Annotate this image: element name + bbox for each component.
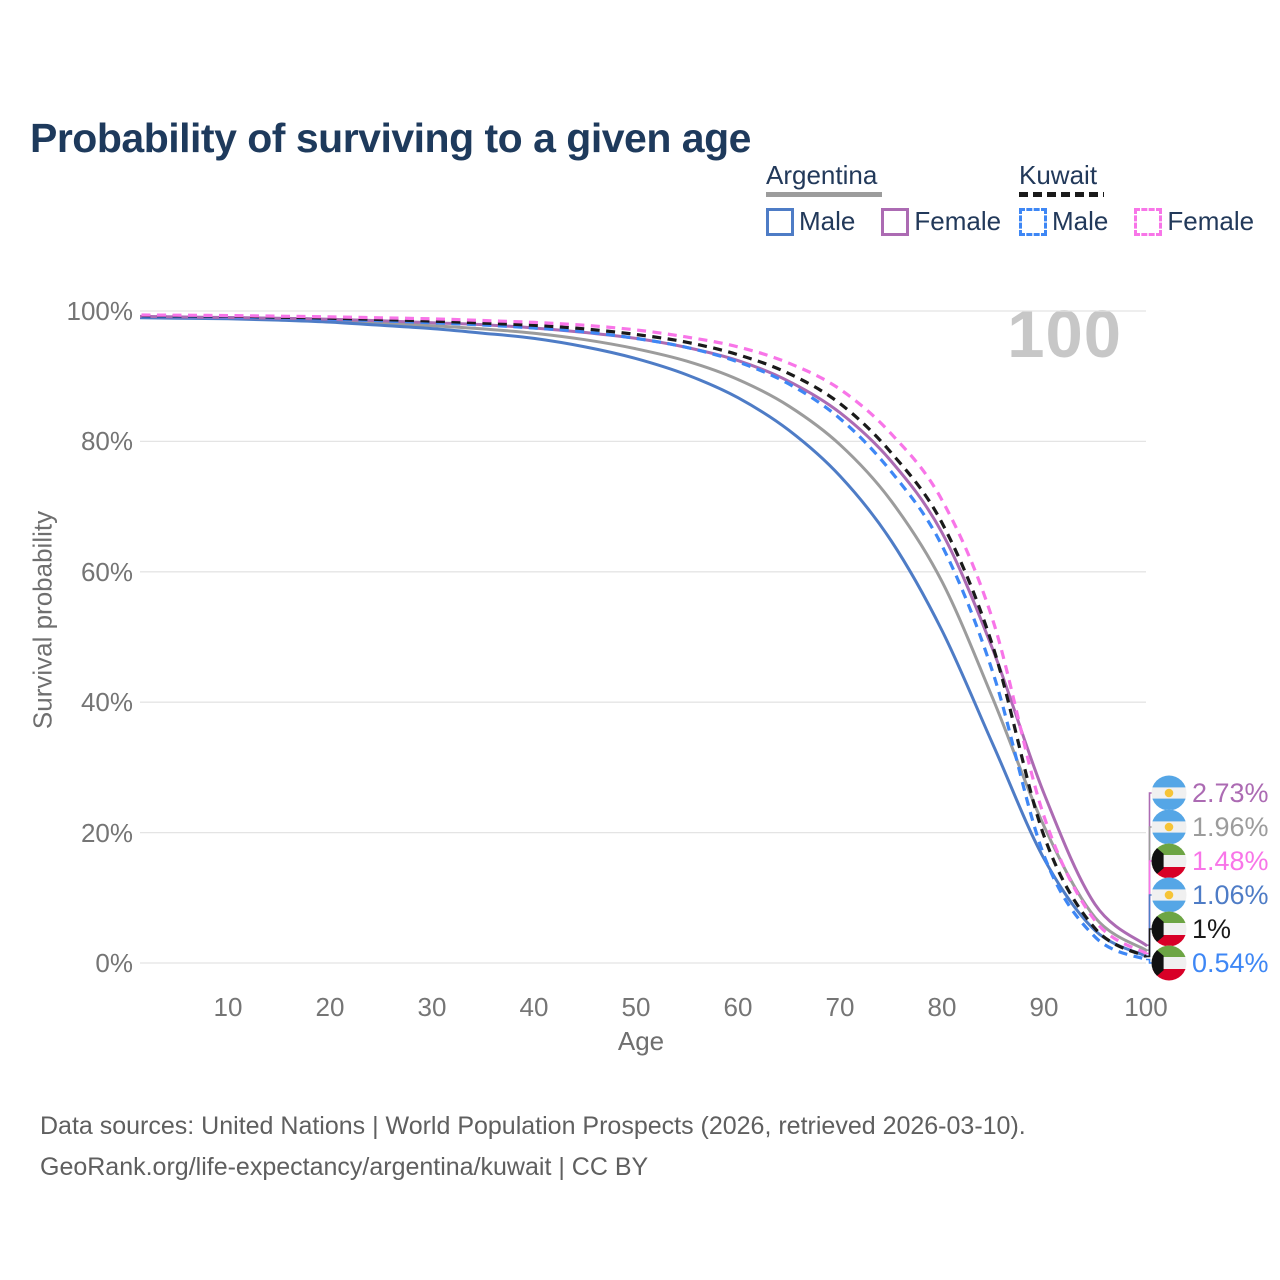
y-tick-label: 80% — [80, 426, 133, 457]
kuwait-flag-icon — [1151, 843, 1187, 879]
kuwait-flag-icon — [1151, 911, 1187, 947]
end-value-label: 1.48% — [1192, 845, 1269, 876]
x-tick-label: 40 — [519, 992, 549, 1022]
y-tick-label: 100% — [66, 296, 134, 326]
curve-argentina[interactable] — [126, 315, 1147, 952]
footer: Data sources: United Nations | World Pop… — [40, 1106, 1026, 1188]
x-tick-label: 60 — [723, 992, 753, 1022]
argentina-flag-icon — [1151, 809, 1187, 845]
legend-label-kuwait-female[interactable]: Female — [1167, 206, 1255, 236]
legend-label-argentina-female[interactable]: Female — [914, 206, 1002, 236]
curve-kuwait-female[interactable] — [126, 313, 1147, 955]
legend-label-argentina-male[interactable]: Male — [799, 206, 856, 236]
annotation-argentina-male: 1.06% — [1151, 876, 1269, 914]
age-watermark: 100 — [1007, 297, 1122, 372]
annotation-argentina-female: 2.73% — [1151, 774, 1269, 812]
curve-kuwait[interactable] — [126, 314, 1147, 958]
legend-country-argentina[interactable]: Argentina — [766, 160, 878, 190]
y-tick-label: 0% — [95, 948, 133, 978]
annotation-argentina: 1.96% — [1151, 808, 1269, 846]
x-tick-label: 30 — [417, 992, 447, 1022]
legend-swatch-kuwait-male[interactable] — [1019, 207, 1047, 236]
legend-line-swatch-kuwait — [1019, 192, 1104, 197]
y-tick-label: 60% — [80, 556, 133, 587]
legend-line-swatch-argentina — [766, 192, 882, 197]
legend-swatch-argentina-male[interactable] — [766, 207, 794, 236]
curve-argentina-female[interactable] — [126, 314, 1147, 947]
curve-kuwait-male[interactable] — [126, 314, 1147, 962]
y-tick-label: 20% — [80, 817, 133, 848]
x-tick-label: 20 — [315, 992, 345, 1022]
argentina-flag-icon — [1151, 877, 1187, 913]
footer-attribution-line: GeoRank.org/life-expectancy/argentina/ku… — [40, 1153, 649, 1181]
footer-sources-line: Data sources: United Nations | World Pop… — [40, 1112, 1026, 1140]
legend-group-argentina: Argentina Male Female — [766, 160, 1001, 237]
legend-swatch-argentina-female[interactable] — [881, 207, 910, 236]
end-value-label: 2.73% — [1192, 777, 1269, 808]
x-tick-label: 80 — [927, 992, 957, 1022]
annotation-kuwait-female: 1.48% — [1151, 842, 1269, 880]
end-value-label: 1.06% — [1192, 879, 1269, 910]
annotation-kuwait-male: 0.54% — [1151, 944, 1269, 982]
page-title: Probability of surviving to a given age — [30, 115, 751, 162]
legend-label-kuwait-male[interactable]: Male — [1052, 206, 1109, 236]
end-value-label: 0.54% — [1192, 947, 1269, 978]
curve-argentina-male[interactable] — [126, 316, 1147, 958]
x-tick-label: 100 — [1124, 992, 1168, 1022]
x-tick-label: 90 — [1029, 992, 1059, 1022]
legend-group-kuwait: Kuwait Male Female — [1019, 160, 1254, 237]
y-tick-label: 40% — [80, 687, 133, 718]
x-tick-label: 10 — [213, 992, 243, 1022]
kuwait-flag-icon — [1151, 945, 1187, 981]
annotation-kuwait: 1% — [1151, 910, 1231, 948]
legend-country-kuwait[interactable]: Kuwait — [1019, 160, 1098, 190]
x-tick-label: 70 — [825, 992, 855, 1022]
end-value-label: 1.96% — [1192, 811, 1269, 842]
argentina-flag-icon — [1151, 775, 1187, 811]
end-value-label: 1% — [1192, 913, 1232, 944]
legend-swatch-kuwait-female[interactable] — [1134, 207, 1163, 236]
x-axis-title: Age — [617, 1026, 665, 1056]
x-tick-label: 50 — [621, 992, 651, 1022]
